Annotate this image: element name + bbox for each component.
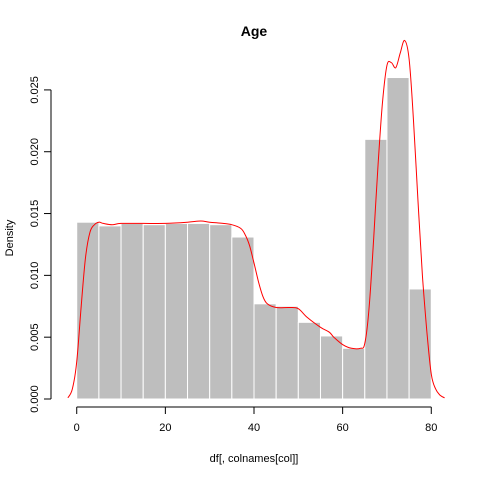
x-axis-label: df[, colnames[col]] (210, 453, 299, 465)
x-tick-label: 40 (248, 422, 260, 434)
histogram-bar (319, 335, 344, 400)
histogram-bar (231, 236, 255, 400)
y-tick-label: 0.005 (29, 323, 41, 351)
x-axis: 0 20 40 60 80 (74, 406, 437, 434)
y-tick-label: 0.015 (29, 200, 41, 228)
y-tick-label: 0.000 (29, 385, 41, 413)
histogram-bar (76, 221, 100, 400)
histogram-bar (187, 222, 211, 400)
histogram-bar (209, 224, 233, 400)
histogram-bar (98, 225, 122, 400)
y-tick-label: 0.020 (29, 138, 41, 166)
y-axis: 0.000 0.005 0.010 0.015 0.020 0.025 (29, 76, 52, 413)
chart-title: Age (241, 23, 268, 39)
histogram-bar (386, 77, 410, 400)
histogram-bar (297, 321, 321, 400)
histogram-bars (76, 77, 432, 400)
density-curve (67, 39, 445, 399)
histogram-bar (275, 305, 299, 400)
histogram-bar (364, 138, 388, 400)
histogram-bar (342, 347, 366, 400)
histogram-bar (164, 222, 189, 400)
histogram-bar (120, 222, 144, 400)
y-tick-label: 0.010 (29, 262, 41, 290)
x-tick-label: 80 (425, 422, 437, 434)
histogram-bar (253, 303, 277, 400)
y-axis-label: Density (4, 219, 16, 256)
x-tick-label: 60 (337, 422, 349, 434)
histogram-bar (142, 224, 166, 400)
x-tick-label: 0 (74, 422, 80, 434)
y-tick-label: 0.025 (29, 76, 41, 104)
x-tick-label: 20 (159, 422, 171, 434)
